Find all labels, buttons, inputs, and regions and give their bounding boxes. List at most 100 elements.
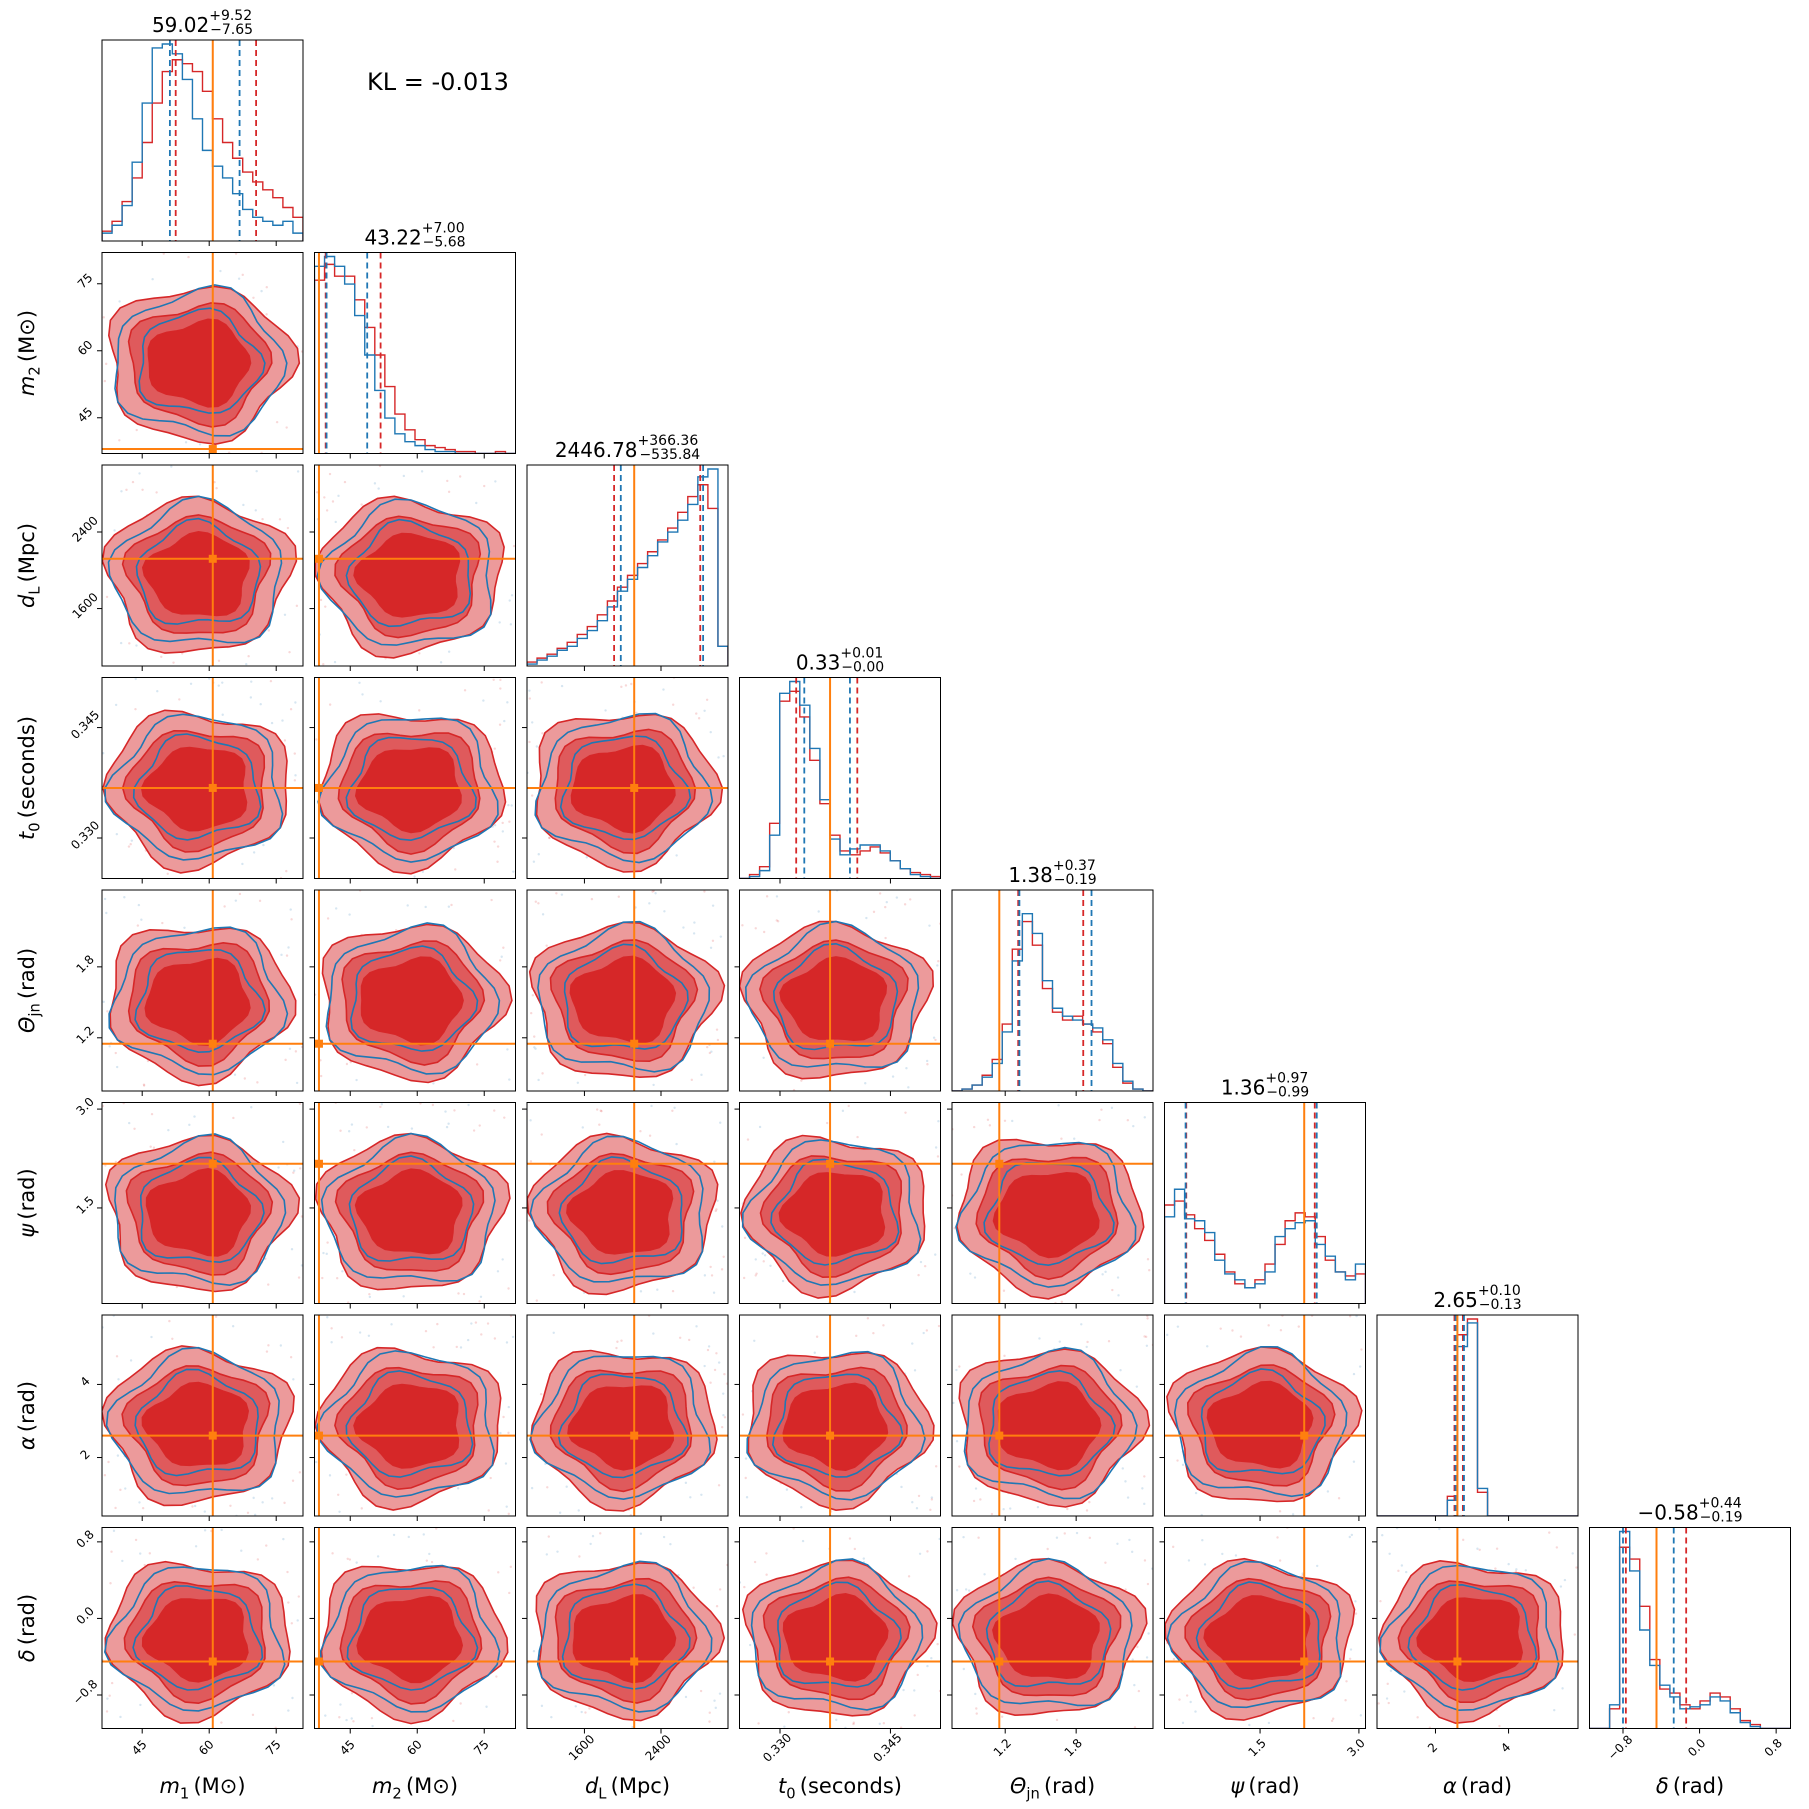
scatter-point xyxy=(292,1378,295,1381)
scatter-point xyxy=(379,1105,382,1109)
scatter-point xyxy=(620,685,623,689)
scatter-point xyxy=(238,892,242,896)
scatter-point xyxy=(1386,1682,1389,1686)
scatter-point xyxy=(376,1555,380,1558)
scatter-point xyxy=(114,703,118,707)
scatter-point xyxy=(140,918,143,921)
scatter-point xyxy=(296,1619,299,1622)
scatter-point xyxy=(604,709,607,712)
scatter-point xyxy=(936,964,939,967)
scatter-point xyxy=(511,1335,515,1339)
scatter-point xyxy=(690,1078,693,1082)
scatter-point xyxy=(918,1552,922,1555)
scatter-point xyxy=(134,1538,138,1542)
scatter-point xyxy=(899,1726,903,1729)
contour-inner-fill xyxy=(354,1168,463,1255)
scatter-point xyxy=(505,1341,509,1344)
scatter-point xyxy=(692,932,696,935)
histogram-title: 43.22+7.00 −5.68 xyxy=(364,221,465,251)
truth-marker xyxy=(630,1431,639,1440)
scatter-point xyxy=(986,1118,990,1121)
contour-inner-fill xyxy=(1203,1595,1311,1680)
scatter-point xyxy=(1350,1533,1354,1537)
scatter-point xyxy=(282,1537,285,1541)
scatter-point xyxy=(325,1252,328,1256)
histogram-panel-1: 43.22+7.00 −5.68 xyxy=(314,221,516,459)
scatter-point xyxy=(447,905,451,908)
scatter-point xyxy=(972,1125,976,1129)
scatter-point xyxy=(102,1000,105,1004)
scatter-point xyxy=(252,1496,255,1500)
panel-content xyxy=(314,1315,516,1516)
scatter-point xyxy=(862,1557,865,1560)
scatter-point xyxy=(708,1051,712,1055)
scatter-point xyxy=(198,443,202,446)
scatter-point xyxy=(467,1103,470,1107)
title-lower-error: −535.84 xyxy=(639,447,700,463)
scatter-point xyxy=(714,1209,717,1213)
scatter-point xyxy=(291,1696,294,1700)
scatter-point xyxy=(558,1511,562,1514)
panel-content xyxy=(739,1102,941,1304)
truth-marker xyxy=(826,1431,835,1440)
scatter-point xyxy=(1107,1340,1111,1343)
scatter-point xyxy=(717,756,720,759)
scatter-point xyxy=(648,1134,652,1137)
scatter-point xyxy=(175,1285,179,1289)
scatter-point xyxy=(320,1074,323,1078)
x-axis-label-6: α (rad) xyxy=(1443,1774,1512,1798)
scatter-point xyxy=(1301,1574,1304,1577)
x-axis-label-1: m2 (M⊙) xyxy=(372,1774,458,1802)
scatter-point xyxy=(289,1356,293,1359)
scatter-point xyxy=(118,300,121,303)
scatter-point xyxy=(178,698,181,701)
scatter-point xyxy=(930,1498,934,1501)
contour-blue-inner xyxy=(561,1583,691,1690)
scatter-point xyxy=(183,926,186,930)
scatter-point xyxy=(300,350,303,353)
truth-marker xyxy=(1300,1431,1309,1440)
scatter-point xyxy=(172,661,175,664)
scatter-point xyxy=(629,1513,633,1516)
scatter-point xyxy=(444,1110,447,1113)
axis-label-symbol: α xyxy=(1443,1774,1457,1798)
scatter-point xyxy=(548,836,551,840)
scatter-point xyxy=(1279,1329,1283,1332)
scatter-point xyxy=(418,709,421,712)
y-tick-label: 2 xyxy=(78,1447,93,1462)
y-tick-label: −0.8 xyxy=(70,1677,101,1708)
scatter-point xyxy=(671,1289,675,1293)
scatter-point xyxy=(277,1166,280,1169)
scatter-point xyxy=(1011,1119,1014,1123)
scatter-point xyxy=(350,1123,354,1126)
scatter-point xyxy=(138,472,141,475)
title-lower-error: −0.99 xyxy=(1266,1085,1309,1101)
scatter-point xyxy=(326,1241,329,1244)
contour-blue-inner xyxy=(558,1156,683,1265)
scatter-point xyxy=(1101,1273,1104,1276)
contour-panel-1-0: 45 60 75 xyxy=(75,252,304,459)
scatter-point xyxy=(990,1512,994,1516)
contour-blue-outer xyxy=(114,1133,287,1287)
title-value: −0.58 xyxy=(1637,1501,1698,1525)
truth-marker xyxy=(314,554,323,563)
scatter-point xyxy=(300,1264,303,1267)
scatter-point xyxy=(792,1527,795,1530)
scatter-point xyxy=(722,1255,725,1258)
scatter-point xyxy=(1571,1552,1574,1555)
hist-step-blue xyxy=(739,680,941,879)
scatter-point xyxy=(346,1301,350,1304)
scatter-point xyxy=(708,1711,711,1714)
scatter-point xyxy=(531,994,535,997)
scatter-point xyxy=(598,1123,601,1126)
scatter-point xyxy=(1248,1723,1251,1727)
scatter-point xyxy=(252,851,256,854)
scatter-point xyxy=(878,1722,881,1725)
scatter-point xyxy=(533,1035,536,1038)
scatter-point xyxy=(748,1643,752,1647)
scatter-point xyxy=(510,804,513,807)
contour-panel-7-2: 1600 2400 xyxy=(522,1527,729,1763)
scatter-point xyxy=(1143,1335,1146,1338)
scatter-point xyxy=(1146,1315,1149,1318)
scatter-point xyxy=(160,655,163,659)
